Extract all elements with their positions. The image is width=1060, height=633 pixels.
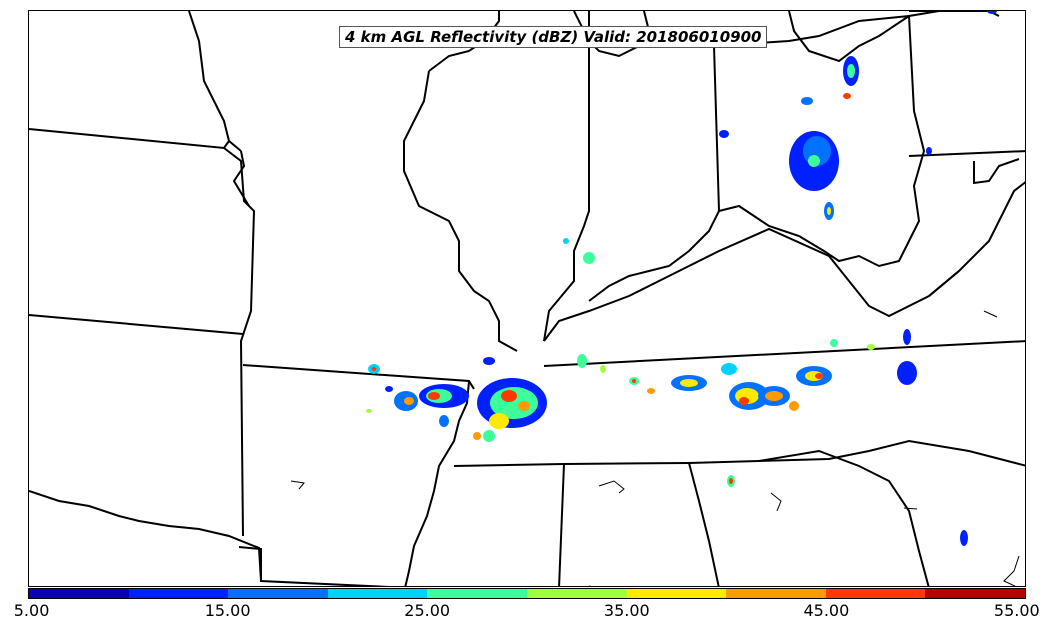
colorbar-segment	[327, 589, 428, 598]
map-title: 4 km AGL Reflectivity (dBZ) Valid: 20180…	[339, 26, 768, 48]
reservoir-2	[770, 492, 782, 512]
boundary-iowa-south	[29, 128, 242, 152]
echo-cell	[897, 361, 917, 385]
boundary-georgia-east	[758, 449, 930, 586]
reservoir-5	[983, 310, 998, 318]
echo-cell	[680, 379, 698, 387]
boundary-wv	[928, 158, 1020, 297]
colorbar-segment	[726, 589, 826, 598]
coastlines	[290, 310, 1020, 586]
colorbar-tick-label: 55.00	[993, 601, 1040, 620]
boundary-nc-sc	[868, 439, 1025, 467]
colorbar-segment	[626, 589, 727, 598]
boundary-mississippi-east	[558, 463, 565, 586]
boundary-michigan	[909, 11, 1000, 17]
colorbar-tick-label: 35.00	[603, 601, 650, 620]
colorbar-segment	[29, 589, 129, 598]
echo-cell	[827, 207, 831, 215]
colorbar-tick-label: 15.00	[204, 601, 251, 620]
echo-cell	[489, 413, 509, 429]
echo-cell	[501, 390, 517, 402]
echo-cell	[366, 409, 372, 413]
lake-tahoe-shape	[589, 585, 592, 586]
map-canvas	[29, 11, 1025, 586]
boundary-ohio-south	[718, 15, 926, 268]
echo-cell	[483, 430, 495, 442]
colorbar	[28, 588, 1026, 599]
echo-cell	[719, 130, 729, 138]
echo-cell	[721, 363, 737, 375]
echo-cell	[903, 329, 911, 345]
echo-cell	[428, 392, 440, 400]
colorbar-tick-label: 25.00	[404, 601, 451, 620]
echo-cell	[789, 401, 799, 411]
echo-cell	[632, 379, 636, 383]
chesapeake	[1003, 555, 1020, 586]
echo-cell	[830, 339, 838, 347]
echo-cell	[960, 530, 968, 546]
echo-cell	[926, 147, 932, 155]
echo-cell	[439, 415, 449, 427]
reservoir-3	[290, 480, 305, 490]
echo-cell	[847, 64, 855, 78]
echo-cell	[577, 354, 587, 368]
colorbar-segment	[925, 589, 1025, 598]
echo-cell	[867, 344, 875, 350]
echo-cell	[371, 367, 377, 371]
boundary-illinois-east	[543, 11, 590, 342]
colorbar-segment	[526, 589, 627, 598]
boundary-arkansas-south	[238, 546, 390, 586]
colorbar-tick-label: 45.00	[803, 601, 850, 620]
echo-cell	[583, 252, 595, 264]
colorbar-segment	[825, 589, 926, 598]
boundary-illinois	[403, 11, 518, 352]
colorbar-tick-label: 5.00	[13, 601, 50, 620]
echo-cell	[729, 478, 733, 484]
radar-echoes	[366, 11, 997, 546]
reservoir-1	[598, 480, 625, 494]
boundary-missouri-west	[223, 147, 256, 537]
map-panel: 4 km AGL Reflectivity (dBZ) Valid: 20180…	[28, 10, 1026, 587]
echo-cell	[600, 365, 606, 373]
echo-cell	[808, 155, 820, 167]
echo-cell	[843, 93, 851, 99]
boundary-illinois-west	[188, 11, 250, 207]
state-boundaries	[29, 11, 1025, 586]
echo-cell	[473, 432, 481, 440]
echo-cell	[987, 11, 997, 14]
river-mississippi	[404, 380, 470, 586]
boundary-kansas-south	[29, 314, 244, 335]
lake-erie-shore	[788, 11, 940, 63]
boundary-kentucky-north	[543, 181, 1025, 342]
boundary-indiana-east	[588, 45, 721, 302]
echo-cell	[739, 397, 749, 405]
echo-cell	[483, 357, 495, 365]
colorbar-segment	[228, 589, 328, 598]
echo-cell	[385, 386, 393, 392]
echo-cell	[801, 97, 813, 105]
colorbar-segment	[128, 589, 229, 598]
echo-cell	[404, 397, 414, 405]
boundary-kentucky-south	[543, 340, 1025, 367]
echo-cell	[765, 391, 783, 401]
colorbar-segment	[427, 589, 527, 598]
echo-cell	[815, 373, 823, 379]
boundary-virginia	[908, 150, 1025, 157]
echo-cell	[563, 238, 569, 244]
boundary-alabama-east	[688, 462, 720, 586]
echo-cell	[518, 401, 530, 411]
reservoir-4	[903, 507, 918, 510]
river-red	[29, 490, 262, 582]
echo-cell	[647, 388, 655, 394]
